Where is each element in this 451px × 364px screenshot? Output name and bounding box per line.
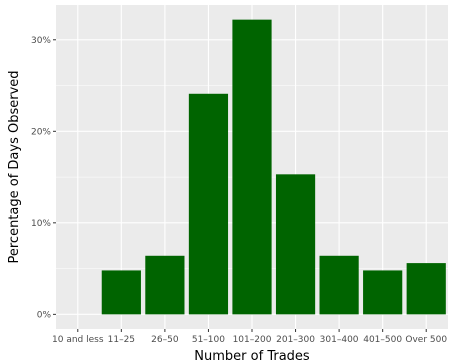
x-tick-label: 51–100: [192, 335, 225, 345]
x-tick-label: 401–500: [363, 335, 402, 345]
bar: [319, 255, 359, 315]
bar: [188, 93, 229, 315]
y-tick-label: 20%: [31, 127, 51, 137]
bar: [232, 19, 272, 315]
bar: [101, 270, 141, 315]
y-tick-label: 10%: [31, 219, 51, 229]
bar: [406, 263, 446, 315]
x-tick-label: 11–25: [108, 335, 135, 345]
x-tick-label: 26–50: [151, 335, 179, 345]
bar: [275, 174, 316, 315]
y-axis-title: Percentage of Days Observed: [7, 70, 22, 263]
y-tick-label: 30%: [31, 36, 51, 46]
x-tick-label: 201–300: [276, 335, 315, 345]
bar: [145, 255, 185, 315]
x-tick-label: 101–200: [233, 335, 272, 345]
x-tick-label: Over 500: [405, 335, 447, 345]
x-axis-ticks: 10 and less 11–25 26–50 51–100 101–200 201–30…: [52, 329, 447, 345]
x-tick-label: 301–400: [320, 335, 359, 345]
bar: [363, 270, 403, 315]
bars: [101, 19, 446, 315]
y-axis-ticks: 0% 10% 20% 30%: [31, 36, 56, 320]
y-tick-label: 0%: [37, 310, 52, 320]
x-axis-title: Number of Trades: [194, 349, 310, 364]
x-tick-label: 10 and less: [52, 335, 104, 345]
